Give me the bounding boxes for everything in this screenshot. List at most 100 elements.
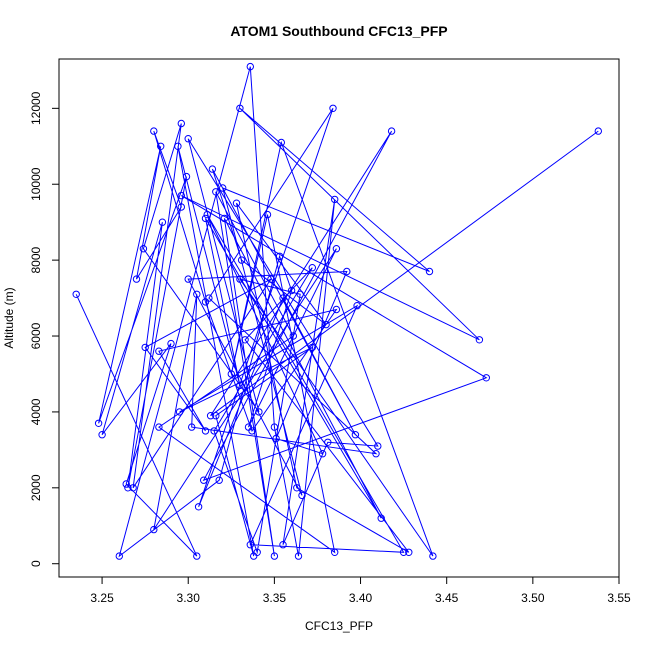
series-layer <box>72 62 602 560</box>
x-tick-label: 3.25 <box>90 591 114 605</box>
data-point <box>318 450 327 458</box>
data-point <box>237 256 246 264</box>
y-tick-label: 4000 <box>29 398 43 425</box>
data-point <box>387 127 396 135</box>
data-point <box>279 541 287 549</box>
data-point <box>332 245 341 253</box>
x-tick-label: 3.40 <box>349 591 373 605</box>
data-point <box>293 484 301 492</box>
data-point <box>139 245 148 253</box>
data-point <box>236 381 244 390</box>
x-tick-label: 3.55 <box>607 591 631 605</box>
data-point <box>287 286 296 295</box>
x-tick-label: 3.35 <box>263 591 287 605</box>
data-point <box>482 374 490 382</box>
data-point <box>208 165 217 173</box>
plot-frame <box>58 58 620 578</box>
data-point <box>141 343 149 352</box>
data-point <box>184 275 192 283</box>
data-point <box>272 434 280 443</box>
data-point <box>294 552 303 560</box>
data-point <box>158 218 167 226</box>
data-point <box>122 480 130 488</box>
data-point <box>236 275 244 283</box>
data-point <box>275 252 284 260</box>
data-point <box>425 267 434 276</box>
data-point <box>255 408 263 416</box>
y-tick-label: 8000 <box>29 246 43 273</box>
y-tick-label: 2000 <box>29 474 43 501</box>
data-point <box>236 104 244 113</box>
data-point <box>155 347 163 355</box>
data-point <box>155 423 163 431</box>
data-point <box>331 548 339 556</box>
data-point <box>324 438 332 446</box>
data-point <box>219 184 227 192</box>
data-point <box>206 412 215 420</box>
data-point <box>203 210 211 219</box>
data-point <box>377 514 385 522</box>
x-axis: 3.25 3.30 3.35 3.40 3.45 3.50 3.55 <box>90 577 631 605</box>
data-point <box>124 484 132 492</box>
data-point <box>220 214 229 223</box>
y-tick-label: 6000 <box>29 322 43 349</box>
data-point <box>194 503 203 511</box>
data-point <box>174 142 182 151</box>
data-point <box>201 427 210 435</box>
data-point <box>157 142 165 151</box>
data-point <box>177 203 186 211</box>
data-point <box>177 191 186 200</box>
data-point <box>232 199 241 207</box>
data-point <box>372 450 380 458</box>
data-point <box>129 484 137 492</box>
data-point <box>374 442 382 450</box>
data-point <box>270 552 279 560</box>
y-axis: 0 2000 4000 6000 8000 10000 12000 <box>29 91 59 567</box>
data-point <box>308 264 316 272</box>
data-point <box>167 339 175 348</box>
data-point <box>289 332 297 340</box>
data-point <box>188 423 196 431</box>
data-point <box>215 476 223 484</box>
series-line <box>75 66 599 558</box>
data-point <box>332 305 341 314</box>
data-point <box>279 294 287 302</box>
data-point <box>429 552 437 560</box>
data-point <box>132 275 141 283</box>
data-point <box>405 548 413 556</box>
y-tick-label: 10000 <box>29 167 43 201</box>
data-point <box>241 336 249 344</box>
data-point <box>227 370 236 378</box>
data-point <box>150 127 158 135</box>
y-tick-label: 0 <box>29 560 43 567</box>
x-tick-label: 3.45 <box>435 591 459 605</box>
data-point <box>150 525 158 534</box>
data-point <box>115 552 124 560</box>
data-point <box>263 210 272 219</box>
data-point <box>177 119 186 128</box>
data-point <box>475 336 484 344</box>
data-point <box>244 423 253 431</box>
data-point <box>250 552 258 560</box>
y-tick-label: 12000 <box>29 91 43 125</box>
data-point <box>212 412 220 420</box>
data-point <box>277 138 285 147</box>
data-point <box>193 290 201 298</box>
data-point <box>205 294 213 302</box>
data-point <box>343 267 351 276</box>
data-point <box>200 476 208 484</box>
data-point <box>94 419 103 427</box>
data-point <box>353 302 361 310</box>
data-point <box>184 135 192 143</box>
y-axis-label: Altitude (m) <box>2 287 16 348</box>
x-tick-label: 3.50 <box>521 591 545 605</box>
data-point <box>594 127 602 135</box>
data-point <box>212 188 220 196</box>
data-point <box>72 290 80 298</box>
data-point <box>270 423 279 431</box>
data-point <box>308 343 316 352</box>
data-point <box>201 214 210 223</box>
data-point <box>246 62 255 71</box>
data-point <box>399 548 408 556</box>
